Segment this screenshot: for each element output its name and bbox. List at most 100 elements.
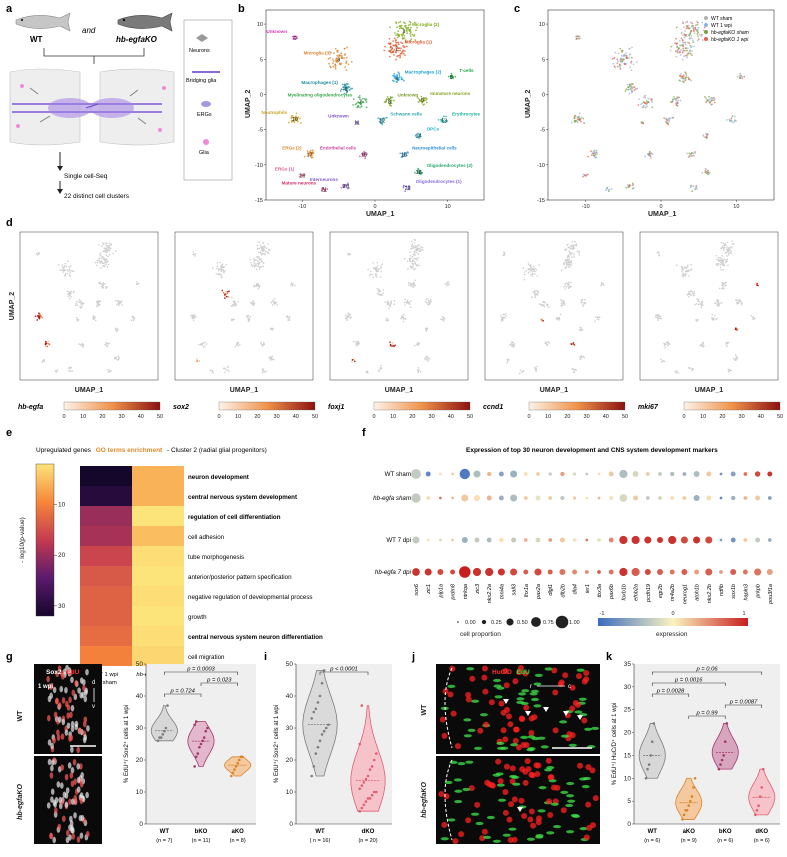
d-point	[727, 252, 730, 255]
g-cell	[62, 815, 66, 822]
d-point	[385, 319, 388, 322]
k-point-WT	[644, 776, 648, 780]
umap-b-point	[291, 114, 294, 117]
cluster-label-8: Unknown	[398, 92, 419, 97]
umap-c-point	[583, 174, 586, 177]
j-cell	[500, 746, 509, 750]
cluster-label-9: Immature neurons	[430, 91, 471, 96]
d-point	[568, 246, 571, 249]
d-point	[530, 264, 532, 267]
k-point-bKO	[722, 754, 725, 757]
f-color-tick-2: 1	[742, 611, 745, 617]
umap-c-point	[625, 88, 628, 91]
f-dot-1-efnb2a	[633, 495, 639, 501]
umap-c-point	[681, 58, 684, 61]
umap-c-point	[697, 35, 699, 37]
d-point	[723, 246, 726, 249]
d-point	[412, 247, 415, 249]
cluster-id-22: 22	[405, 186, 411, 192]
d-point	[416, 244, 419, 247]
umap-c-point	[690, 25, 693, 28]
d-point	[687, 269, 690, 271]
e-cell-9-0	[80, 646, 132, 666]
umap-b-point	[416, 136, 419, 139]
d-point	[739, 299, 742, 302]
cluster-id-7: 7	[359, 99, 362, 105]
umap-c-point	[626, 184, 629, 186]
d-point	[407, 301, 410, 304]
umap-c-point	[613, 57, 616, 59]
umap-c-point	[705, 101, 708, 104]
umap-b-point	[403, 46, 405, 49]
f-dot-1-atoh1b	[693, 495, 700, 501]
d-point	[534, 369, 537, 372]
d-cbar-tick-mki67-4: 40	[758, 414, 764, 420]
h-point-bKO	[201, 739, 204, 743]
d-point	[262, 265, 265, 268]
d-point	[69, 292, 72, 295]
g-cell	[79, 797, 84, 805]
d-point	[562, 300, 565, 302]
d-point	[416, 344, 419, 346]
umap-c-point	[633, 86, 636, 89]
g-cell	[73, 812, 77, 819]
umap-c-point	[704, 167, 707, 170]
j-cell	[582, 776, 591, 781]
j-cell	[518, 797, 525, 804]
j-cell	[502, 833, 511, 837]
umap-b-point	[400, 41, 402, 44]
i-point-WT	[318, 694, 322, 698]
umap-b-ytick-label-0: 10	[257, 22, 263, 28]
cluster-label-18: Oligodendrocytes (2)	[427, 163, 473, 168]
d-point	[70, 296, 72, 298]
i-ytick-label-1: 10	[286, 789, 294, 796]
d-point	[407, 282, 410, 284]
umap-b-point	[416, 169, 419, 172]
d-point	[410, 266, 413, 268]
umap-b-point	[299, 173, 302, 176]
d-point	[375, 266, 377, 269]
d-point	[716, 258, 718, 261]
umap-c-point	[626, 83, 629, 86]
umap-c-point	[605, 187, 608, 190]
d-point	[260, 341, 262, 344]
c-legend-dot-0	[704, 16, 708, 20]
umap-c-point	[631, 182, 634, 185]
umap-b-point	[393, 37, 396, 40]
j-cell	[544, 768, 553, 772]
g-cell	[73, 794, 78, 802]
d-point	[109, 247, 112, 250]
d-point	[717, 304, 720, 306]
k-point-aKO	[689, 799, 692, 803]
j-cell	[570, 813, 579, 818]
d-point	[544, 342, 547, 345]
umap-c-point	[679, 44, 682, 47]
d-point	[380, 364, 383, 367]
d-point	[729, 247, 731, 249]
g-cell	[76, 776, 81, 784]
umap-c-point	[735, 120, 737, 122]
umap-c-point	[635, 60, 638, 63]
umap-b-point	[391, 47, 394, 49]
d-point	[723, 244, 726, 246]
e-cell-5-0	[80, 566, 132, 586]
umap-c-point	[628, 54, 631, 56]
d-point	[513, 343, 516, 345]
d-point	[532, 270, 535, 273]
j-cell	[481, 665, 488, 672]
d-point	[37, 251, 40, 254]
umap-b-point	[399, 52, 402, 55]
umap-c-point	[705, 135, 708, 138]
k-point-bKO	[717, 767, 721, 771]
d-point	[253, 285, 255, 288]
h-point-aKO	[234, 765, 238, 768]
g-cell	[56, 781, 61, 788]
umap-b-point	[292, 35, 294, 38]
f-dot-2-foxb1b	[619, 535, 628, 545]
d-point	[71, 270, 73, 272]
d-point	[535, 368, 537, 370]
f-dot-1-lhx1a	[523, 496, 528, 500]
f-dot-3-zic1	[424, 568, 432, 576]
umap-c-point	[692, 30, 695, 33]
d-point	[681, 274, 684, 277]
